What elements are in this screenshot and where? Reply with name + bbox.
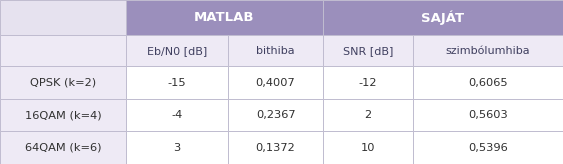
Text: 10: 10 bbox=[361, 143, 376, 153]
Text: 0,5396: 0,5396 bbox=[468, 143, 508, 153]
Text: MATLAB: MATLAB bbox=[194, 11, 254, 24]
Bar bbox=[323, 132, 413, 164]
Text: Eb/N0 [dB]: Eb/N0 [dB] bbox=[147, 46, 207, 56]
Text: 2: 2 bbox=[365, 110, 372, 120]
Bar bbox=[323, 35, 413, 66]
Text: szimbólumhiba: szimbólumhiba bbox=[446, 46, 530, 56]
Bar bbox=[126, 99, 229, 132]
Text: -4: -4 bbox=[172, 110, 183, 120]
Text: SNR [dB]: SNR [dB] bbox=[343, 46, 394, 56]
Text: 16QAM (k=4): 16QAM (k=4) bbox=[25, 110, 101, 120]
Text: bithiba: bithiba bbox=[256, 46, 295, 56]
Bar bbox=[229, 99, 323, 132]
Bar bbox=[413, 132, 563, 164]
Text: QPSK (k=2): QPSK (k=2) bbox=[30, 78, 96, 88]
Bar bbox=[229, 66, 323, 99]
Bar bbox=[0, 66, 126, 99]
Bar bbox=[229, 132, 323, 164]
Bar bbox=[0, 0, 126, 35]
Text: 3: 3 bbox=[173, 143, 181, 153]
Bar bbox=[413, 66, 563, 99]
Text: 0,1372: 0,1372 bbox=[256, 143, 296, 153]
Bar bbox=[413, 35, 563, 66]
Bar bbox=[126, 66, 229, 99]
Text: -15: -15 bbox=[168, 78, 186, 88]
Text: 0,2367: 0,2367 bbox=[256, 110, 296, 120]
Text: 0,5603: 0,5603 bbox=[468, 110, 508, 120]
Bar bbox=[323, 99, 413, 132]
Text: 64QAM (k=6): 64QAM (k=6) bbox=[25, 143, 101, 153]
Bar bbox=[413, 99, 563, 132]
Text: -12: -12 bbox=[359, 78, 377, 88]
Text: SAJÁT: SAJÁT bbox=[421, 10, 464, 25]
Bar bbox=[0, 35, 126, 66]
Bar bbox=[323, 0, 563, 35]
Bar bbox=[126, 132, 229, 164]
Bar bbox=[323, 66, 413, 99]
Bar bbox=[0, 99, 126, 132]
Bar bbox=[126, 35, 229, 66]
Text: 0,4007: 0,4007 bbox=[256, 78, 296, 88]
Bar bbox=[229, 35, 323, 66]
Bar bbox=[126, 0, 323, 35]
Bar bbox=[0, 132, 126, 164]
Text: 0,6065: 0,6065 bbox=[468, 78, 508, 88]
